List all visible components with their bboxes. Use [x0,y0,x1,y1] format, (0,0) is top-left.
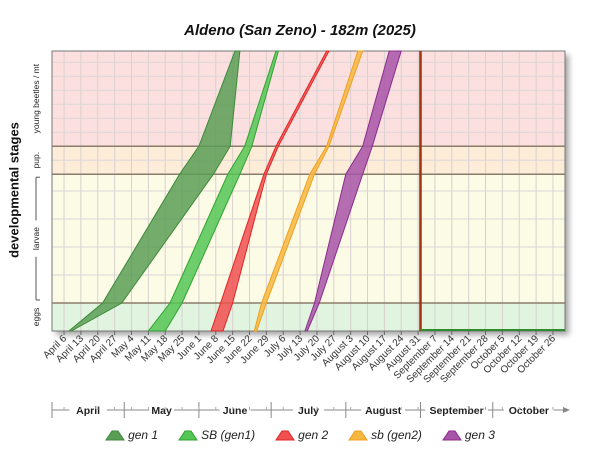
month-label: July [298,405,319,417]
stage-label: eggs [31,308,41,326]
legend-item: gen 1 [105,428,158,442]
chart-title: Aldeno (San Zeno) - 182m (2025) [184,22,416,39]
month-label: October [509,405,549,417]
stage-borders [51,50,566,332]
legend: gen 1 SB (gen1) gen 2 sb (gen2) gen 3 [0,426,600,444]
stage-labels: young beetles / mt pup. larvae eggs [30,48,42,330]
month-label-bg [149,403,175,417]
series-2 [147,50,280,332]
stage-label: young beetles / mt [31,63,41,133]
month-label-bg [425,403,488,417]
plot-border [51,50,566,332]
month-label-bg [292,403,325,417]
stage-label-bg [30,220,42,257]
series-band [147,50,280,332]
series-band [253,50,364,332]
legend-label: gen 3 [464,428,495,442]
month-label: September [429,405,483,417]
series-layer [67,50,402,332]
month-label: April [76,405,100,417]
legend-swatch-shape [105,430,126,441]
legend-label: gen 2 [298,428,329,442]
month-label-bg [69,403,107,417]
legend-label: SB (gen1) [201,428,256,442]
legend-item: gen 3 [441,428,495,442]
legend-swatch [441,430,462,441]
month-label-bg [503,403,554,417]
month-label-bg [219,403,251,417]
legend-swatch-shape [275,430,296,441]
legend-item: sb (gen2) [348,428,422,442]
series-band [304,50,402,332]
month-label: May [151,405,172,417]
stage-label-bg [30,147,42,173]
month-axis-arrow [563,407,570,413]
marker-layer [419,51,565,331]
stage-band [52,51,565,147]
legend-swatch [348,430,369,441]
stage-label: pup. [31,152,41,169]
legend-swatch-shape [441,430,462,441]
month-axis: April May June July August September October [51,402,570,418]
month-label: August [365,405,402,417]
stage-label-bg [30,48,42,150]
legend-item: gen 2 [275,428,328,442]
legend-swatch [275,430,296,441]
legend-swatch-shape [178,430,199,441]
stage-label: larvae [31,227,41,250]
legend-swatch [105,430,126,441]
legend-label: gen 1 [128,428,159,442]
month-label: June [223,405,248,417]
series-3 [210,50,330,332]
legend-swatch [178,430,199,441]
series-band [210,50,330,332]
month-label-bg [361,403,406,417]
series-4 [253,50,364,332]
stage-label-bg [30,304,42,330]
series-1 [67,50,241,332]
series-band [67,50,241,332]
legend-swatch-shape [348,430,369,441]
legend-label: sb (gen2) [371,428,422,442]
legend-item: SB (gen1) [178,428,255,442]
series-5 [304,50,402,332]
